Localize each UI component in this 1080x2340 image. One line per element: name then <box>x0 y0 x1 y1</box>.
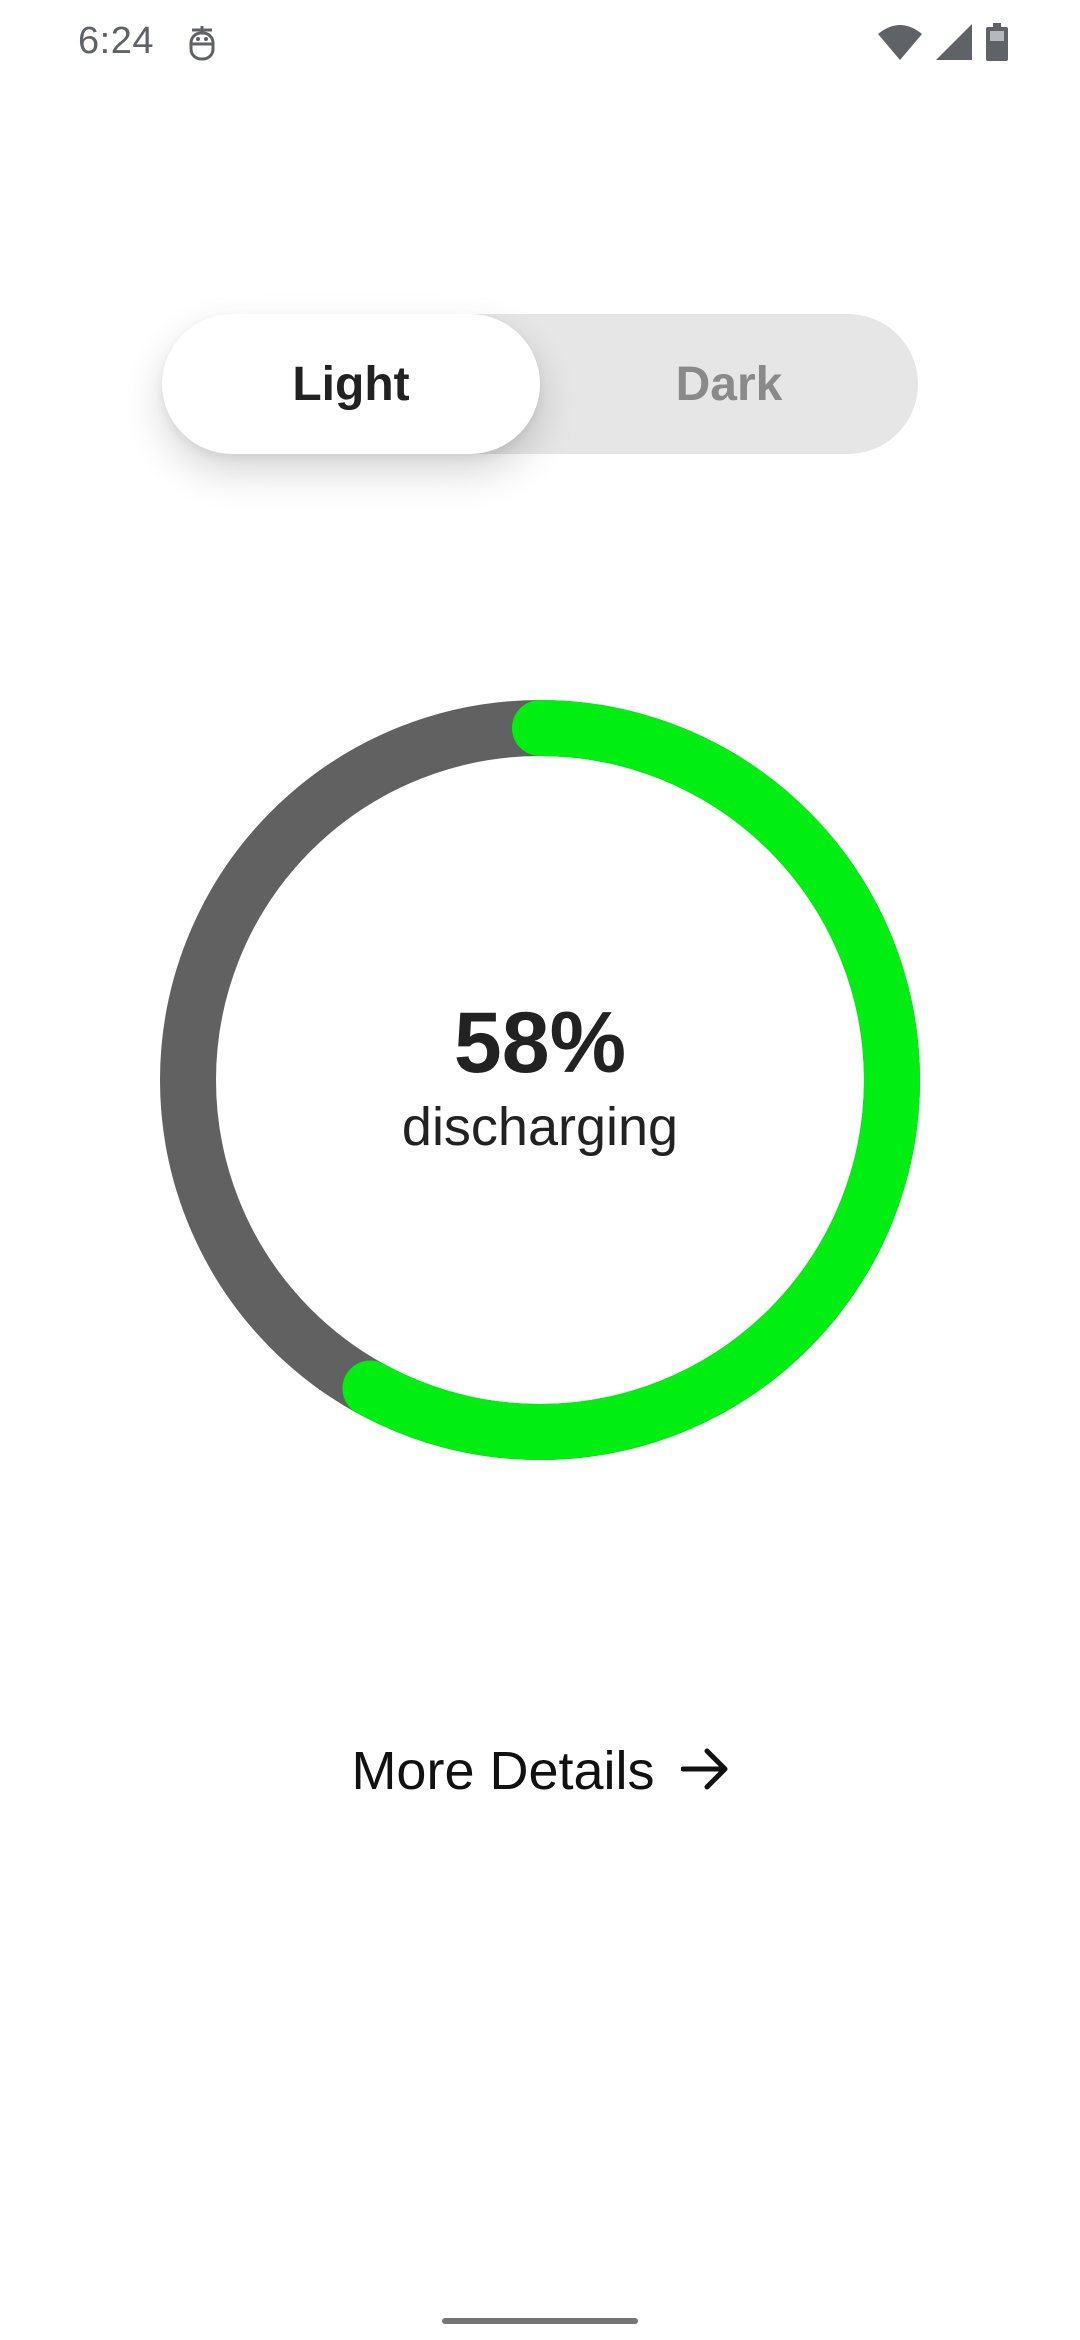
wifi-icon <box>878 24 922 65</box>
battery-status: discharging <box>401 1097 679 1157</box>
battery-icon <box>986 22 1008 66</box>
gesture-navigation-bar[interactable] <box>442 2318 638 2324</box>
cellular-signal-icon <box>936 23 972 65</box>
battery-ring-progress <box>342 700 920 1460</box>
battery-percent: 58% <box>453 995 627 1091</box>
battery-center: 58% discharging <box>160 700 920 1460</box>
battery-ring-graphic <box>160 700 920 1460</box>
battery-ring: 58% discharging <box>160 700 920 1460</box>
more-details-label: More Details <box>351 1741 655 1801</box>
status-time: 6:24 <box>78 20 154 62</box>
app-notification-icon <box>186 24 218 64</box>
arrow-right-icon <box>680 1747 729 1796</box>
status-bar: 6:24 <box>0 0 1080 90</box>
theme-option-light[interactable]: Light <box>162 314 540 454</box>
theme-option-dark[interactable]: Dark <box>675 357 783 411</box>
status-icons <box>878 22 1008 66</box>
theme-toggle: Light Dark <box>162 314 918 454</box>
more-details-button[interactable]: More Details <box>0 1736 1080 1806</box>
